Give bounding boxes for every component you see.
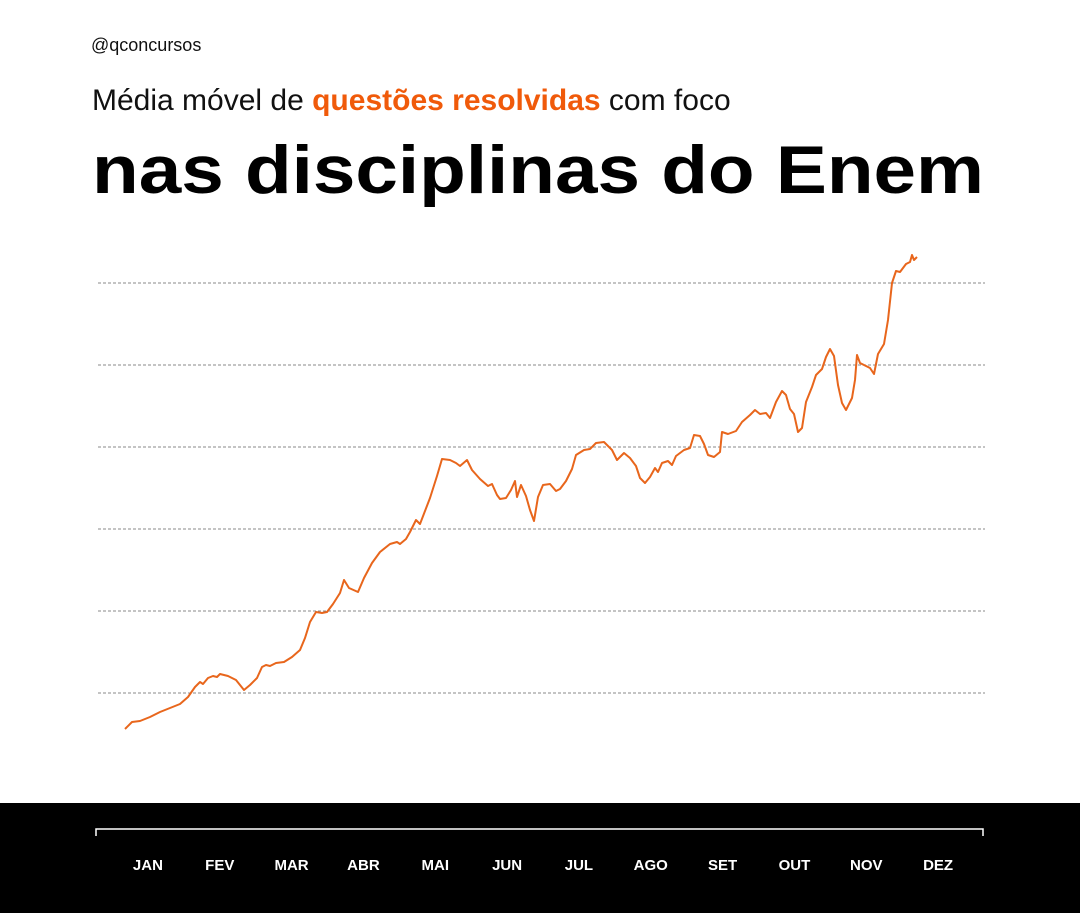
x-tick-label: NOV — [850, 857, 883, 874]
x-tick-label: MAI — [422, 857, 450, 874]
subtitle-part: Média móvel de — [92, 84, 312, 117]
x-tick-label: JAN — [133, 857, 163, 874]
x-tick-label: SET — [708, 857, 737, 874]
series — [124, 254, 918, 730]
subtitle-highlight: questões resolvidas — [312, 84, 600, 117]
subtitle: Média móvel de questões resolvidas com f… — [92, 84, 731, 117]
month-labels: JAN FEV MAR ABR MAI JUN JUL AGO SET OUT NOV DEZ — [133, 857, 953, 874]
title: nas disciplinas do Enem — [92, 132, 984, 208]
x-tick-label: JUL — [565, 857, 593, 874]
subtitle-part: com foco — [601, 84, 731, 117]
footer-band — [0, 803, 1080, 913]
x-tick-label: JUN — [492, 857, 522, 874]
grid — [98, 282, 985, 694]
x-tick-label: AGO — [634, 857, 669, 874]
axis-bracket — [95, 828, 984, 836]
x-tick-label: OUT — [779, 857, 811, 874]
line-series — [124, 254, 918, 730]
x-tick-label: ABR — [347, 857, 380, 874]
handle: @qconcursos — [91, 35, 201, 55]
x-tick-label: MAR — [274, 857, 308, 874]
x-tick-label: DEZ — [923, 857, 953, 874]
x-tick-label: FEV — [205, 857, 234, 874]
